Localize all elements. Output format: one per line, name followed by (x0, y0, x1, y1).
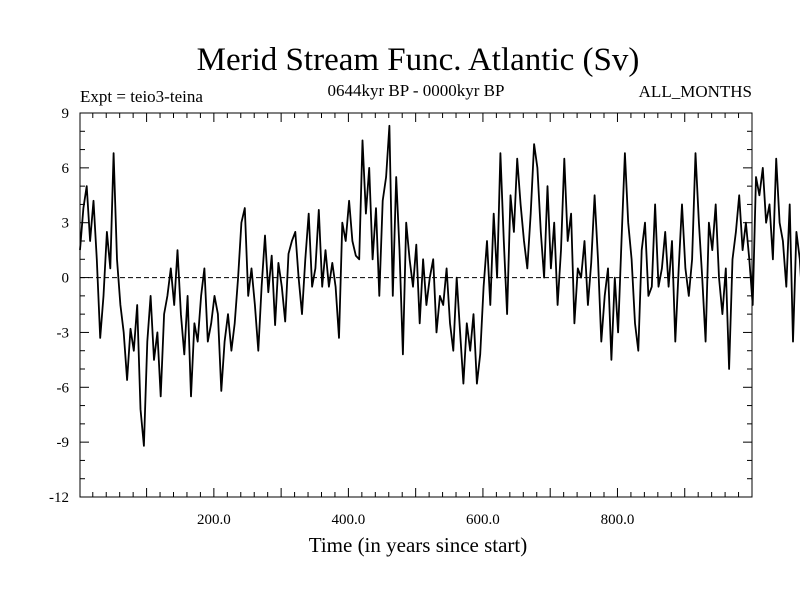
x-tick-label: 800.0 (601, 512, 635, 528)
time-range-label: 0644kyr BP - 0000kyr BP (328, 81, 505, 100)
y-tick-label: 0 (62, 271, 70, 287)
y-tick-label: 3 (62, 216, 70, 232)
chart-title: Merid Stream Func. Atlantic (Sv) (197, 42, 640, 78)
x-tick-label: 400.0 (332, 512, 366, 528)
tick-labels: 200.0 400.0 600.0 800.0 -12 -9 -6 -3 0 3 6 9 (49, 106, 634, 528)
y-tick-label: 6 (62, 161, 70, 177)
y-tick-label: -6 (57, 380, 70, 396)
x-tick-label: 200.0 (197, 512, 231, 528)
y-tick-label: -9 (57, 435, 70, 451)
x-tick-label: 600.0 (466, 512, 500, 528)
series-line (79, 124, 800, 447)
plot-frame (79, 112, 753, 498)
y-tick-label: 9 (62, 106, 70, 122)
months-label: ALL_MONTHS (639, 82, 752, 101)
y-tick-label: -12 (49, 490, 69, 506)
experiment-label: Expt = teio3-teina (80, 87, 203, 106)
x-axis-label: Time (in years since start) (309, 533, 528, 557)
y-tick-label: -3 (57, 325, 70, 341)
